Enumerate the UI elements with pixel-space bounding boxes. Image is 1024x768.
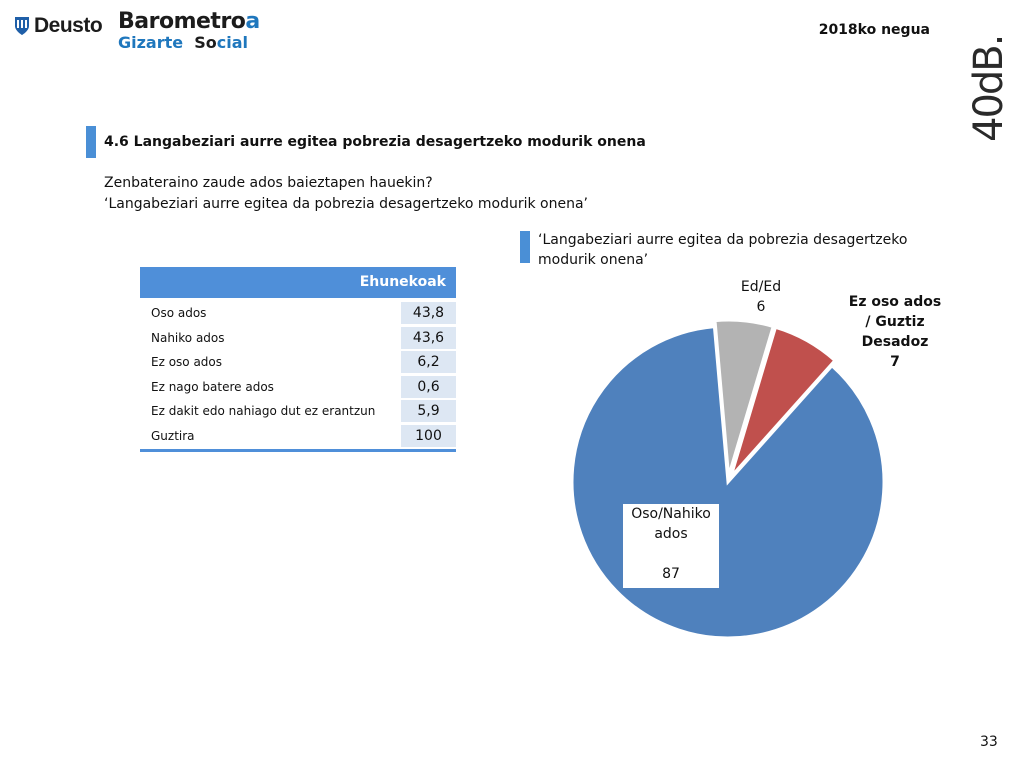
slice-label-disagree-line1: Ez oso ados (848, 294, 942, 310)
row-label: Nahiko ados (151, 330, 225, 345)
row-value: 43,8 (401, 302, 456, 324)
barometro-accent: a (245, 9, 260, 34)
table-bottom-rule (140, 449, 456, 452)
section-accent-bar (86, 126, 96, 158)
table-header: Ehunekoak (140, 267, 456, 298)
slice-label-disagree: Ez oso ados / Guztiz Desadoz 7 (842, 292, 948, 372)
brand-40db-text: 40dB. (968, 38, 1010, 142)
page-number: 33 (980, 734, 998, 750)
table-row: Guztira 100 (140, 424, 456, 449)
slice-label-ed-value: 6 (756, 299, 766, 315)
question-line-2: ‘Langabeziari aurre egitea da pobrezia d… (104, 196, 588, 212)
row-value: 0,6 (401, 375, 456, 398)
table-row: Ez dakit edo nahiago dut ez erantzun 5,9 (140, 399, 456, 424)
slice-label-agree-line1: Oso/Nahiko (631, 506, 711, 522)
slice-label-ed-name: Ed/Ed (740, 279, 782, 295)
shield-icon (15, 17, 29, 35)
table-row: Oso ados 43,8 (140, 301, 456, 326)
barometro-logo: Barometroa Gizarte Social (118, 10, 260, 52)
survey-date: 2018ko negua (818, 22, 930, 38)
row-value: 6,2 (401, 351, 456, 373)
slice-label-ed: Ed/Ed 6 (726, 277, 796, 317)
row-value: 5,9 (401, 400, 456, 422)
deusto-wordmark: Deusto (34, 14, 103, 37)
question-line-1: Zenbateraino zaude ados baieztapen hauek… (104, 175, 433, 191)
brand-40db-logo: 40dB. (968, 38, 1010, 142)
barometro-wordmark: Barometro (118, 9, 246, 34)
row-label: Ez oso ados (151, 355, 223, 369)
table-row: Nahiko ados 43,6 (140, 326, 456, 351)
row-label: Oso ados (151, 306, 207, 320)
table-row: Ez nago batere ados 0,6 (140, 375, 456, 400)
slice-disagree (729, 325, 838, 478)
table-row: Ez oso ados 6,2 (140, 350, 456, 375)
social-wordmark-dark: So (194, 33, 217, 52)
chart-title: ‘Langabeziari aurre egitea da pobrezia d… (538, 232, 908, 268)
row-value: 43,6 (401, 326, 456, 349)
slice-label-agree-line2: ados (654, 526, 688, 542)
section-title: 4.6 Langabeziari aurre egitea pobrezia d… (104, 134, 646, 150)
chart-accent-bar (520, 231, 530, 263)
slice-label-agree: Oso/Nahiko ados 87 (623, 504, 719, 588)
slice-label-agree-value: 87 (662, 566, 680, 582)
gizarte-wordmark: Gizarte (118, 33, 184, 52)
slice-label-disagree-line2: / Guztiz (865, 314, 925, 330)
slice-label-disagree-line3: Desadoz (861, 334, 929, 350)
slice-label-disagree-value: 7 (890, 354, 900, 370)
social-wordmark-accent: cial (216, 33, 249, 52)
row-label: Guztira (151, 428, 195, 443)
deusto-logo: Deusto (14, 14, 103, 38)
slice-dont-know (713, 318, 776, 477)
row-label: Ez nago batere ados (151, 379, 274, 394)
percentages-table: Ehunekoak Oso ados 43,8 Nahiko ados 43,6… (140, 267, 456, 452)
row-label: Ez dakit edo nahiago dut ez erantzun (151, 404, 376, 418)
row-value: 100 (401, 424, 456, 447)
